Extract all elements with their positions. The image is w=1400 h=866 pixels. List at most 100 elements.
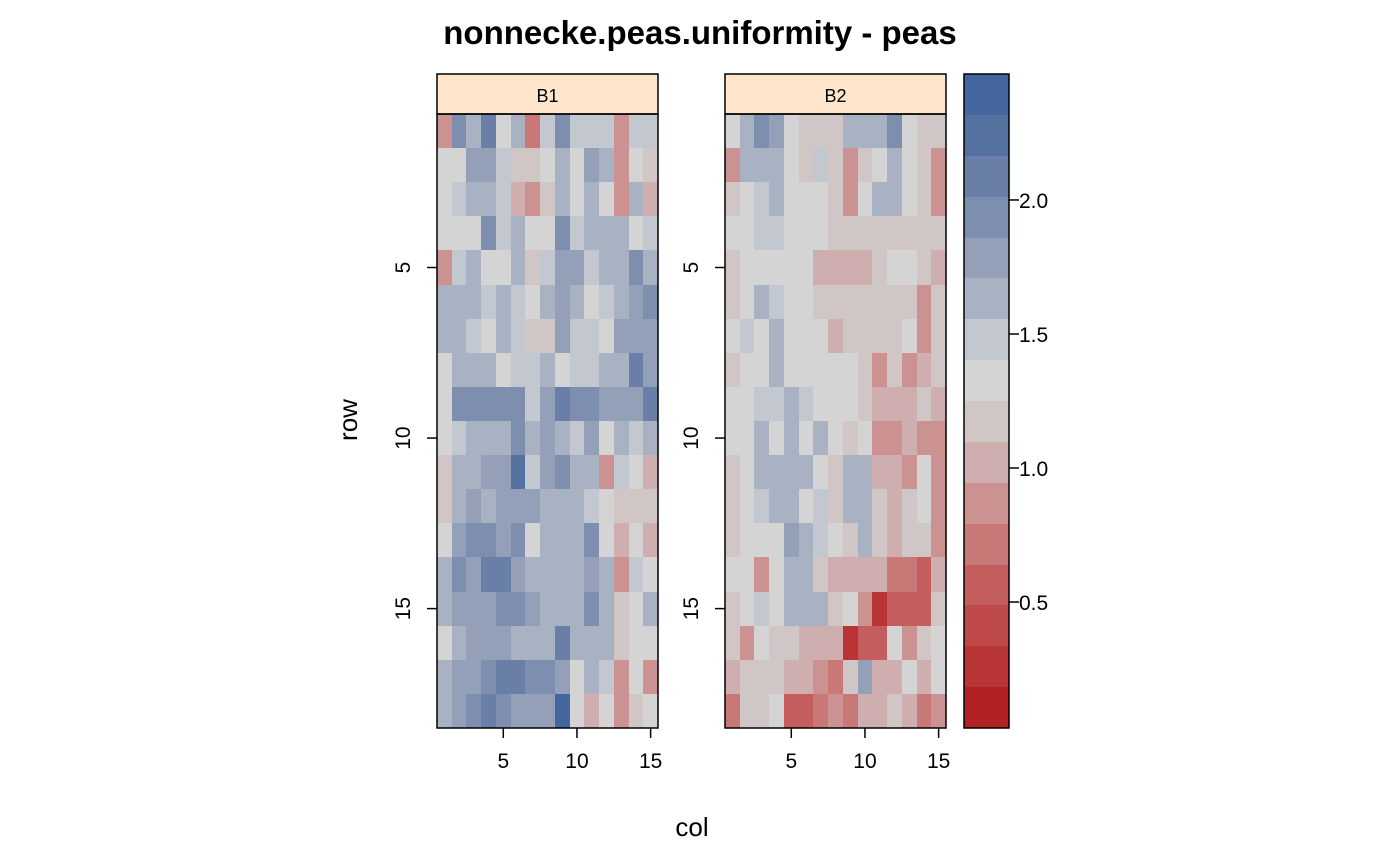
heatmap-cell <box>769 114 784 148</box>
heatmap-cell <box>525 387 540 421</box>
heatmap-cell <box>872 455 887 489</box>
heatmap-cell <box>902 489 917 523</box>
heatmap-cell <box>917 421 931 455</box>
heatmap-cell <box>843 216 858 250</box>
heatmap-cell <box>769 216 784 250</box>
heatmap-cell <box>481 285 496 319</box>
heatmap-cell <box>858 660 872 694</box>
heatmap-cell <box>452 694 466 728</box>
heatmap-cell <box>511 660 525 694</box>
colorbar-band <box>964 401 1009 442</box>
colorbar-border <box>963 73 1010 729</box>
heatmap-cell <box>858 455 872 489</box>
x-tick-label: 15 <box>639 750 662 773</box>
heatmap-cell <box>555 557 570 592</box>
colorbar-band <box>964 483 1009 524</box>
heatmap-cell <box>784 523 799 557</box>
heatmap-cell <box>614 182 629 216</box>
heatmap-cell <box>813 694 828 728</box>
panel-border <box>436 113 659 729</box>
heatmap-cell <box>858 319 872 353</box>
heatmap-cell <box>813 660 828 694</box>
heatmap-cell <box>599 182 614 216</box>
heatmap-cell <box>828 319 843 353</box>
heatmap-cell <box>643 489 658 523</box>
heatmap-cell <box>799 626 813 660</box>
heatmap-cell <box>599 455 614 489</box>
heatmap-cell <box>843 421 858 455</box>
heatmap-cell <box>769 455 784 489</box>
heatmap-cell <box>584 523 599 557</box>
heatmap-cell <box>858 421 872 455</box>
heatmap-cell <box>754 319 769 353</box>
heatmap-cell <box>437 148 452 182</box>
heatmap-cell <box>813 523 828 557</box>
heatmap-cell <box>540 421 555 455</box>
heatmap-cell <box>540 250 555 285</box>
heatmap-cell <box>511 387 525 421</box>
heatmap-cell <box>784 626 799 660</box>
heatmap-cell <box>754 250 769 285</box>
heatmap-cell <box>511 694 525 728</box>
heatmap-cell <box>769 694 784 728</box>
heatmap-cell <box>452 319 466 353</box>
heatmap-cell <box>858 557 872 592</box>
heatmap-cell <box>614 250 629 285</box>
heatmap-cell <box>843 114 858 148</box>
heatmap-cell <box>902 523 917 557</box>
heatmap-cell <box>629 455 643 489</box>
heatmap-cell <box>570 250 584 285</box>
heatmap-cell <box>437 114 452 148</box>
heatmap-cell <box>555 250 570 285</box>
heatmap-cell <box>496 387 511 421</box>
heatmap-cell <box>614 592 629 626</box>
heatmap-cell <box>643 592 658 626</box>
heatmap-cell <box>872 216 887 250</box>
heatmap-cell <box>784 557 799 592</box>
colorbar-band <box>964 74 1009 115</box>
heatmap-cell <box>887 489 902 523</box>
heatmap-cell <box>570 319 584 353</box>
heatmap-cell <box>643 285 658 319</box>
heatmap-cell <box>614 626 629 660</box>
heatmap-cell <box>917 182 931 216</box>
heatmap-cell <box>931 285 946 319</box>
heatmap-cell <box>902 626 917 660</box>
heatmap-cell <box>525 353 540 387</box>
heatmap-cell <box>629 250 643 285</box>
heatmap-cell <box>769 148 784 182</box>
heatmap-cell <box>843 557 858 592</box>
heatmap-cell <box>525 660 540 694</box>
heatmap-cell <box>466 285 481 319</box>
x-axis-label: col <box>675 812 708 842</box>
heatmap-cell <box>902 250 917 285</box>
heatmap-cell <box>887 387 902 421</box>
heatmap-cell <box>452 387 466 421</box>
heatmap-cell <box>725 694 740 728</box>
heatmap-cell <box>525 182 540 216</box>
heatmap-cell <box>887 592 902 626</box>
heatmap-cell <box>769 592 784 626</box>
heatmap-cell <box>584 250 599 285</box>
heatmap-cell <box>614 694 629 728</box>
heatmap-cell <box>570 114 584 148</box>
heatmap-cell <box>754 421 769 455</box>
heatmap-cell <box>629 216 643 250</box>
heatmap-cell <box>725 660 740 694</box>
heatmap-cell <box>799 353 813 387</box>
heatmap-cell <box>813 557 828 592</box>
heatmap-cell <box>754 285 769 319</box>
heatmap-cell <box>570 387 584 421</box>
heatmap-cell <box>931 387 946 421</box>
heatmap-cell <box>931 182 946 216</box>
chart-title: nonnecke.peas.uniformity - peas <box>443 14 956 51</box>
heatmap-cell <box>828 148 843 182</box>
heatmap-cell <box>496 216 511 250</box>
heatmap-cell <box>629 353 643 387</box>
heatmap-cell <box>843 387 858 421</box>
heatmap-cell <box>902 557 917 592</box>
heatmap-cell <box>452 557 466 592</box>
heatmap-cell <box>540 592 555 626</box>
heatmap-cell <box>570 626 584 660</box>
heatmap-cell <box>496 148 511 182</box>
